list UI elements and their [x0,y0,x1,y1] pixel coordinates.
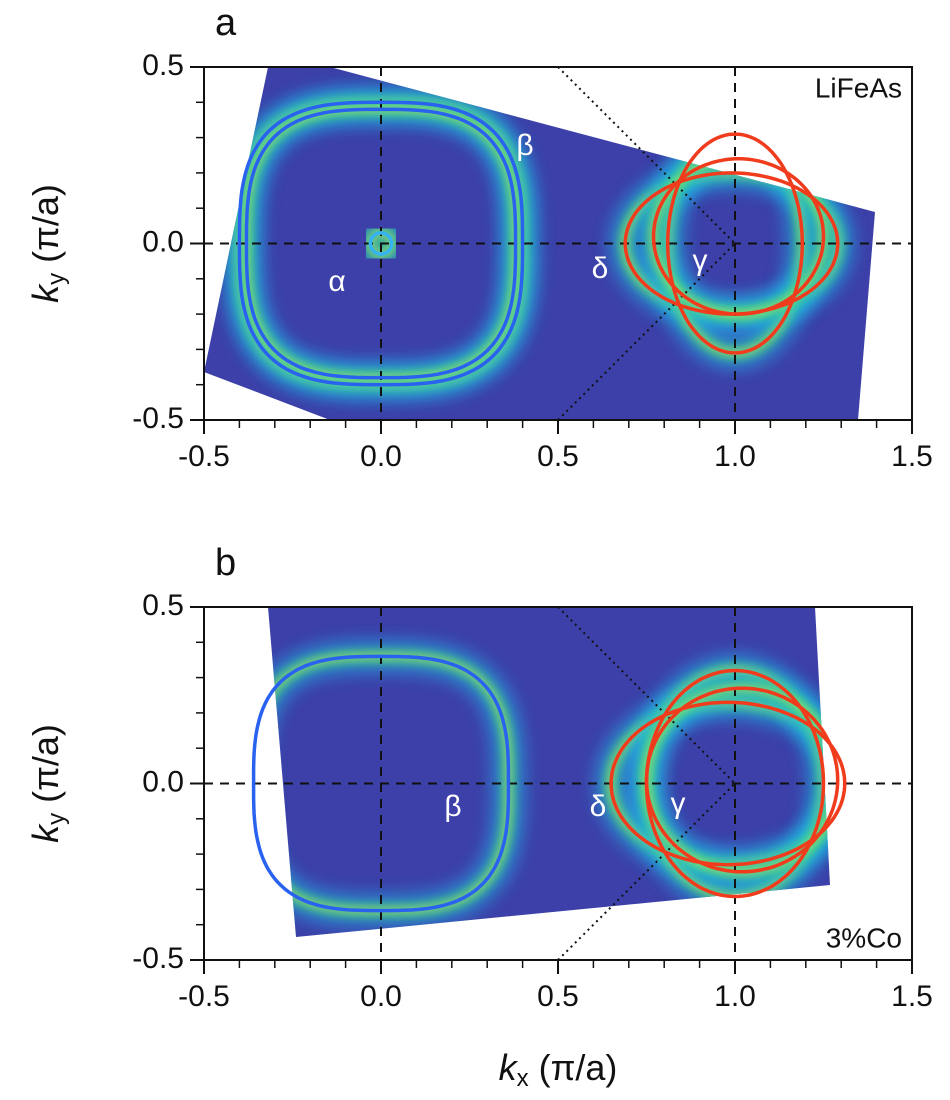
fermi-contour [623,171,840,316]
axis-unit: (π/a) [529,1047,618,1088]
band-label: γ [671,787,686,820]
x-tick-label: 1.0 [714,980,756,1013]
guides [204,67,912,420]
fermi-contour [651,157,826,316]
fermi-contour [244,107,518,380]
y-tick-label: 0.0 [142,225,184,258]
fermi-contour [251,654,511,913]
contours [237,100,840,387]
fermi-contour [609,700,847,867]
panel: -0.5 0.0 0.5 1.0 1.5 -0.5 0.0 0.5 ky (π/a) a LiFeA… [25,2,933,473]
fermi-contour [368,231,394,256]
band-label: β [444,790,461,823]
x-tick-label: 1.5 [891,980,933,1013]
sample-label: 3%Co [826,922,902,953]
band-label: δ [592,252,609,285]
axis-subscript: x [517,1065,529,1092]
x-tick-label: -0.5 [178,980,230,1013]
y-axis-label: ky (π/a) [25,184,71,303]
sample-label: LiFeAs [815,72,902,103]
panel: -0.5 0.0 0.5 1.0 1.5-0.50.00.5ky (π/a)kx (π/… [25,542,933,1092]
y-tick-label: -0.5 [132,402,184,435]
fermi-contour [644,686,840,874]
axis-symbol: k [25,283,66,303]
band-label: δ [590,790,607,823]
fermi-contour [665,132,805,355]
x-tick-label: 1.5 [891,440,933,473]
guides [204,607,912,960]
band-label: β [516,129,533,162]
axis-unit: (π/a) [25,724,66,813]
y-tick-label: 0.5 [142,49,184,82]
band-label: α [328,265,345,298]
axis-subscript: y [43,273,70,285]
x-axis-label: kx (π/a) [499,1047,618,1093]
fermi-contour [237,100,525,387]
contours [251,654,847,913]
x-tick-label: 0.0 [360,440,402,473]
axis-subscript: y [43,813,70,825]
panel-label: a [215,2,237,44]
x-tick-label: 1.0 [714,440,756,473]
band-label: γ [693,244,708,277]
x-tick-label: 0.0 [360,980,402,1013]
y-axis-label: ky (π/a) [25,724,71,843]
x-tick-label: 0.5 [537,440,579,473]
x-tick-label: 0.5 [537,980,579,1013]
x-tick-label: -0.5 [178,440,230,473]
axis-symbol: k [25,823,66,843]
y-tick-label: 0.0 [142,765,184,798]
axis-symbol: k [499,1047,519,1088]
axis-unit: (π/a) [25,184,66,273]
y-tick-label: 0.5 [142,589,184,622]
y-tick-label: -0.5 [132,942,184,975]
panel-label: b [215,542,236,584]
